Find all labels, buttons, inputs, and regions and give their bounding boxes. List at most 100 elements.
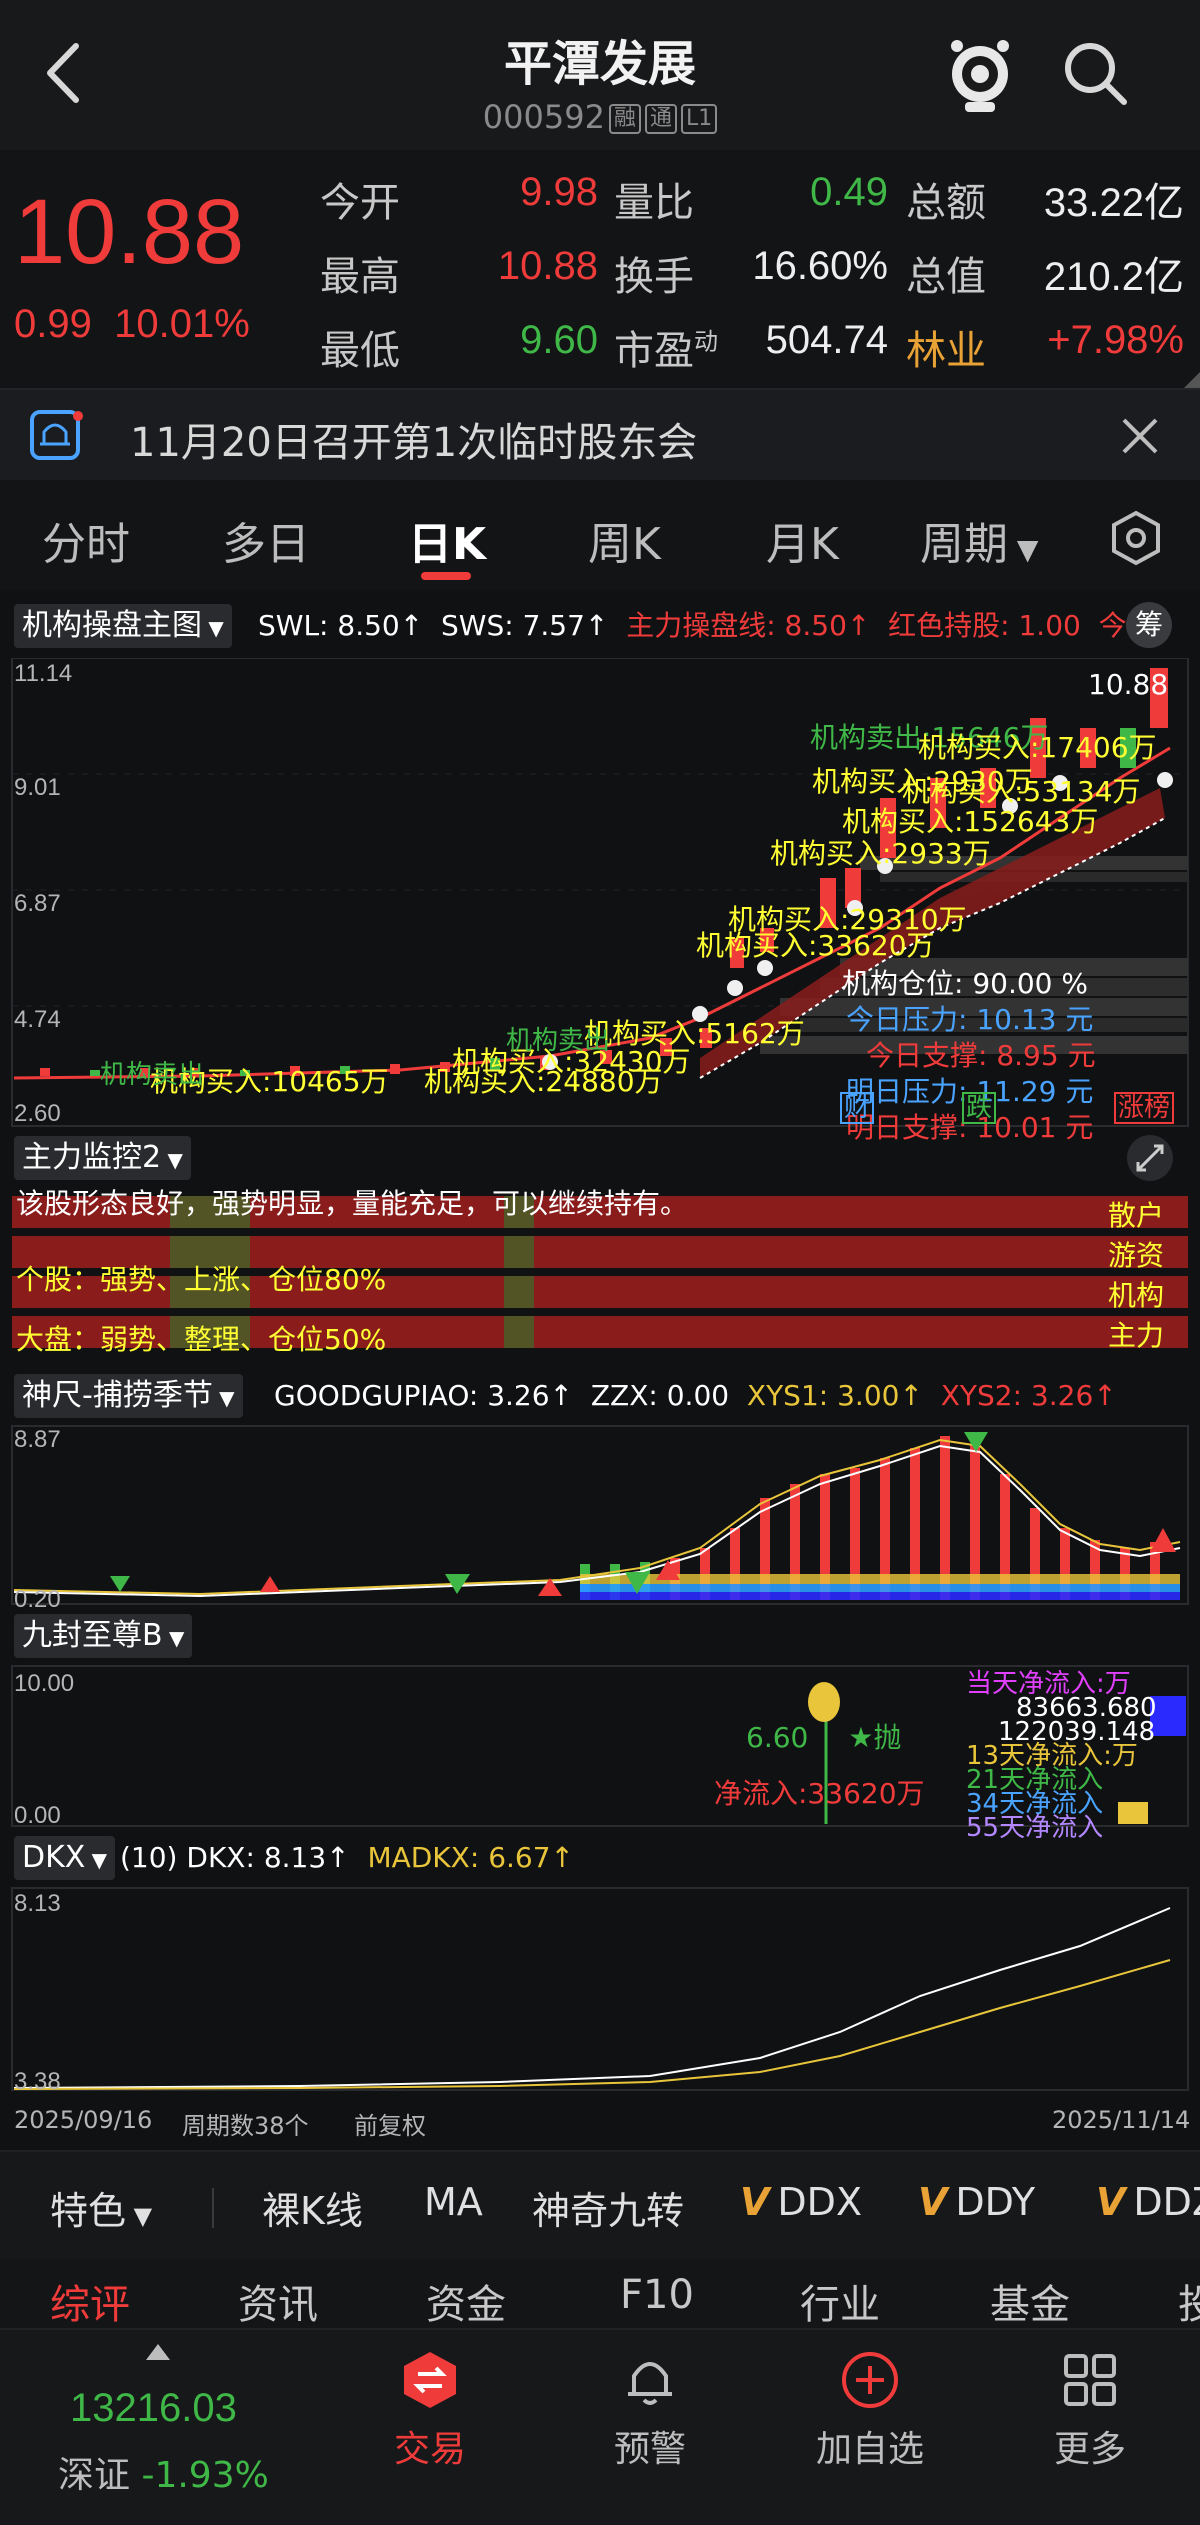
monitor-indicator-selector[interactable]: 主力监控2 ▼ bbox=[14, 1136, 191, 1180]
value-turnover-amount: 33.22亿 bbox=[1043, 181, 1184, 225]
main-candlestick-chart[interactable] bbox=[0, 658, 1200, 1128]
jiufeng-indicator-name: 九封至尊B bbox=[22, 1618, 163, 1653]
vip-icon: V bbox=[918, 2180, 948, 2224]
value-sector-change[interactable]: +7.98% bbox=[1047, 318, 1184, 362]
annotation-buy: 机构买入:24880万 bbox=[424, 1065, 663, 1098]
overlay-13-day: 13天净流入:万 bbox=[966, 1741, 1138, 1771]
candles bbox=[40, 668, 1168, 1076]
today-support: 今日支撑: 8.95 元 bbox=[866, 1039, 1096, 1072]
param-sws: SWS: 7.57↑ bbox=[441, 609, 609, 642]
price-change: 0.99 10.01% bbox=[14, 302, 250, 347]
trade-button[interactable]: 交易 bbox=[350, 2350, 510, 2472]
index-value[interactable]: 13216.03 bbox=[70, 2386, 237, 2430]
param-zzx: ZZX: 0.00 bbox=[590, 1379, 730, 1412]
shenchi-y-tick: 8.87 bbox=[14, 1426, 61, 1453]
index-info[interactable]: 深证 -1.93% bbox=[58, 2446, 269, 2498]
tab-multi-day[interactable]: 多日 bbox=[222, 519, 310, 570]
add-watchlist-label: 加自选 bbox=[815, 2429, 924, 2470]
dropdown-caret-icon: ▼ bbox=[212, 1386, 235, 1410]
main-y-tick: 11.14 bbox=[14, 660, 73, 687]
tomorrow-support: 明日支撑: 10.01 元 bbox=[846, 1111, 1094, 1144]
rise-rank-marker[interactable]: 涨榜 bbox=[1114, 1092, 1175, 1124]
main-indicator-selector[interactable]: 机构操盘主图 ▼ bbox=[14, 604, 232, 648]
overlay-55-day: 55天净流入 bbox=[966, 1813, 1104, 1843]
add-watchlist-button[interactable]: 加自选 bbox=[790, 2350, 950, 2472]
dkx-indicator-selector[interactable]: DKX ▼ bbox=[14, 1836, 116, 1880]
main-indicator-name: 机构操盘主图 bbox=[22, 608, 202, 643]
annotation-buy: 机构买入:10465万 bbox=[150, 1065, 389, 1098]
chip-distribution-button[interactable]: 筹 bbox=[1126, 602, 1172, 648]
monitor-legend: 散户 游资 机构 主力 bbox=[1108, 1196, 1164, 1356]
tab-industry[interactable]: 行业 bbox=[800, 2282, 880, 2328]
tab-news[interactable]: 资讯 bbox=[238, 2282, 318, 2328]
tab-weekly-k[interactable]: 周K bbox=[588, 519, 661, 570]
close-icon[interactable] bbox=[1120, 416, 1160, 456]
chevron-up-icon[interactable] bbox=[146, 2344, 170, 2360]
bell-icon bbox=[628, 2362, 672, 2405]
jiufeng-y-tick: 0.00 bbox=[14, 1802, 61, 1829]
param-red-hold: 红色持股: 1.00 bbox=[888, 609, 1081, 642]
tab-f10[interactable]: F10 bbox=[620, 2272, 694, 2318]
annotation-buy: 机构买入:29310万 bbox=[728, 903, 967, 936]
shenchi-chart[interactable] bbox=[0, 1424, 1200, 1606]
indicator-ddz[interactable]: VDDZ bbox=[1096, 2180, 1200, 2224]
indicator-ddx[interactable]: V DDX bbox=[740, 2180, 862, 2224]
tab-overview[interactable]: 综评 bbox=[50, 2282, 130, 2328]
indicator-magic-nine[interactable]: 神奇九转 bbox=[532, 2189, 685, 2233]
label-sector[interactable]: 林业 bbox=[906, 328, 986, 374]
indicator-ddy[interactable]: V DDY bbox=[918, 2180, 1035, 2224]
tab-funds[interactable]: 资金 bbox=[426, 2282, 506, 2328]
chart-period-tabs: 分时 多日 日K 周K 月K 周期 ▼ bbox=[0, 480, 1200, 590]
dropdown-caret-icon: ▼ bbox=[162, 1626, 185, 1650]
jiufeng-y-tick: 10.00 bbox=[14, 1670, 75, 1697]
monitor-market-status: 大盘：弱势、整理、仓位50% bbox=[16, 1323, 387, 1356]
tab-daily-k[interactable]: 日K bbox=[408, 519, 487, 570]
tab-intraday[interactable]: 分时 bbox=[42, 519, 130, 570]
feature-selector[interactable]: 特色 ▼ bbox=[50, 2180, 152, 2235]
index-change: -1.93% bbox=[141, 2455, 269, 2496]
indicator-ddz-label: DDZ bbox=[1133, 2180, 1200, 2224]
vip-icon: V bbox=[740, 2180, 770, 2224]
price-adjustment[interactable]: 前复权 bbox=[354, 2112, 426, 2140]
assistant-mascot-icon[interactable] bbox=[945, 36, 1015, 116]
settings-hexagon-icon[interactable] bbox=[1108, 510, 1164, 566]
value-market-cap: 210.2亿 bbox=[1043, 255, 1184, 299]
value-volume-ratio: 0.49 bbox=[810, 170, 888, 214]
dkx-chart[interactable] bbox=[0, 1886, 1200, 2092]
jiufeng-chart[interactable] bbox=[0, 1664, 1200, 1828]
grid-icon bbox=[1064, 2354, 1116, 2406]
today-resistance: 今日压力: 10.13 元 bbox=[846, 1003, 1094, 1036]
drop-marker[interactable]: 跌 bbox=[962, 1092, 997, 1124]
notice-banner[interactable]: 11月20日召开第1次临时股东会 bbox=[0, 388, 1200, 480]
value-low: 9.60 bbox=[520, 318, 598, 362]
shenchi-indicator-name: 神尺-捕捞季节 bbox=[22, 1378, 213, 1413]
vip-icon: V bbox=[1096, 2180, 1126, 2224]
tab-fund[interactable]: 基金 bbox=[990, 2282, 1070, 2328]
main-y-tick: 9.01 bbox=[14, 774, 61, 801]
shenchi-indicator-selector[interactable]: 神尺-捕捞季节 ▼ bbox=[14, 1374, 243, 1418]
value-turnover-rate: 16.60% bbox=[752, 244, 888, 288]
change-percent: 10.01% bbox=[114, 302, 250, 346]
indicator-naked-k[interactable]: 裸K线 bbox=[262, 2189, 363, 2233]
footer-bar: 13216.03 深证 -1.93% 交易 预警 加自选 bbox=[0, 2328, 1200, 2525]
expand-icon[interactable] bbox=[1126, 1134, 1174, 1182]
more-button[interactable]: 更多 bbox=[1010, 2350, 1170, 2472]
expand-corner-icon[interactable] bbox=[1184, 372, 1200, 388]
back-icon[interactable] bbox=[40, 38, 90, 108]
main-indicator-params: SWL: 8.50↑ SWS: 7.57↑ 主力操盘线: 8.50↑ 红色持股:… bbox=[258, 604, 1155, 648]
indicator-ma[interactable]: MA bbox=[424, 2180, 483, 2224]
tab-period[interactable]: 周期 ▼ bbox=[920, 508, 1038, 572]
sell-signal-label: ★抛 bbox=[848, 1721, 902, 1754]
finance-marker[interactable]: 财 bbox=[840, 1092, 875, 1124]
tab-invest[interactable]: 投 bbox=[1178, 2282, 1200, 2328]
notification-bell-icon bbox=[30, 410, 83, 460]
alert-button[interactable]: 预警 bbox=[570, 2350, 730, 2472]
legend-main-force: 主力 bbox=[1108, 1319, 1165, 1352]
tomorrow-resistance: 明日压力: 11.29 元 bbox=[846, 1075, 1094, 1108]
search-icon[interactable] bbox=[1060, 38, 1130, 108]
stock-code-text: 000592 bbox=[482, 98, 605, 136]
label-open: 今开 bbox=[320, 180, 400, 226]
tab-monthly-k[interactable]: 月K bbox=[766, 519, 839, 570]
jiufeng-indicator-selector[interactable]: 九封至尊B ▼ bbox=[14, 1614, 193, 1658]
